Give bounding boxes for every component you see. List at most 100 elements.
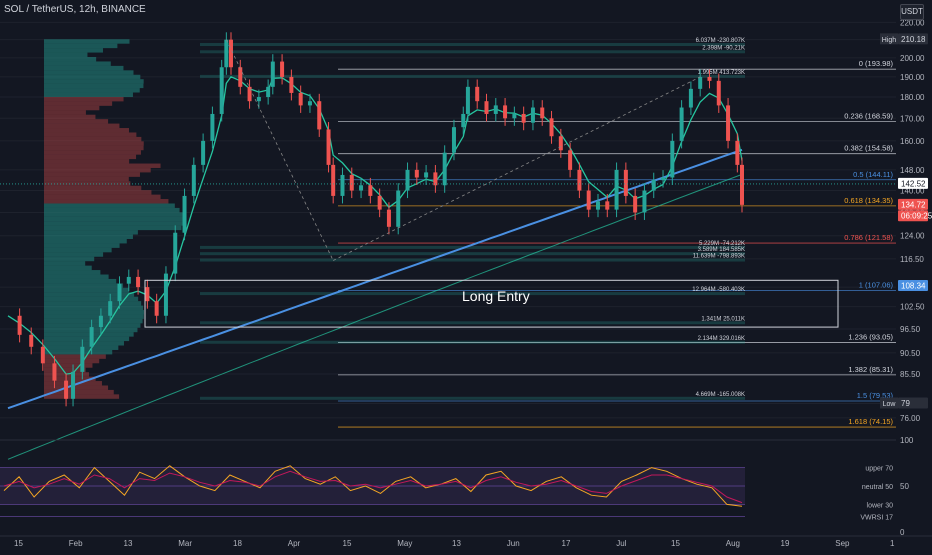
candle-body [633, 195, 638, 213]
volume-profile-bar [44, 389, 114, 395]
candle-body [326, 129, 331, 165]
moving-averages [7, 75, 743, 460]
candles [17, 32, 744, 407]
vp-level-label: 1.341M 25.011K [701, 316, 745, 322]
volume-profile-bar [44, 141, 144, 146]
fib-label: 0.236 (168.59) [844, 111, 893, 120]
vp-level-band [200, 321, 745, 325]
volume-profile-bar [44, 92, 133, 97]
volume-profile-bar [44, 274, 109, 279]
volume-profile-bar [44, 230, 138, 235]
sma-price-tag-bg [898, 279, 928, 291]
candle-body [210, 113, 215, 141]
vp-level-label: 4.669M -165.008K [696, 392, 745, 398]
volume-profile-bar [44, 318, 143, 324]
volume-profile-bar [44, 336, 130, 342]
vp-level-label: 3.589M 184.585K [698, 247, 745, 253]
price-tick-label: 160.00 [900, 137, 925, 146]
candle-body [465, 86, 470, 114]
volume-profile-bar [44, 194, 161, 200]
price-tags: High 210.18 142.52 134.72 06:09:25 108.34 Low 7… [880, 33, 932, 409]
candle-body [549, 118, 554, 137]
volume-profile-bar [44, 243, 120, 248]
price-tick-label: 124.00 [900, 232, 925, 241]
candle-body [558, 136, 563, 151]
vp-level-band [200, 74, 745, 78]
volume-profile-bar [44, 261, 86, 266]
rsi-tick-label: 100 [900, 436, 914, 445]
candle-body [163, 273, 168, 316]
candle-body [493, 105, 498, 114]
candle-body [377, 195, 382, 210]
volume-profile-bar [44, 212, 183, 217]
volume-profile-bar [44, 363, 93, 368]
sma-long-line [7, 173, 743, 460]
price-tick-label: 116.50 [900, 255, 924, 264]
vp-level-band [200, 258, 745, 262]
sma-200-line [7, 148, 743, 410]
fib-label: 0.5 (144.11) [853, 170, 893, 179]
last-price-tag: 142.52 [901, 179, 926, 188]
price-tick-label: 102.50 [900, 303, 925, 312]
price-tick-label: 90.50 [900, 349, 921, 358]
low-price-tag-label-bg [880, 397, 898, 409]
candle-body [698, 76, 703, 89]
candle-body [289, 76, 294, 93]
volume-profile-bar [44, 283, 124, 288]
time-tick-label: 19 [781, 539, 790, 548]
candle-body [651, 180, 656, 191]
low-price-tag: 79 [901, 399, 910, 408]
volume-profile-bar [44, 199, 169, 204]
price-tick-label: 76.00 [900, 414, 921, 423]
time-tick-label: Apr [288, 539, 301, 548]
candle-body [359, 185, 364, 191]
volume-profile-bar [44, 61, 111, 66]
volume-profile-bar [44, 305, 144, 311]
time-tick-label: 17 [562, 539, 571, 548]
candle-body [238, 67, 243, 87]
candle-body [80, 346, 85, 372]
volume-profile-bar [44, 221, 184, 226]
candle-body [442, 152, 447, 186]
volume-profile-bar [44, 238, 127, 244]
candle-body [586, 190, 591, 210]
candle-body [503, 105, 508, 119]
volume-profile-bar [44, 323, 141, 328]
ema-line [7, 75, 743, 375]
volume-profile-bar [44, 39, 130, 44]
candle-body [688, 88, 693, 108]
currency-button[interactable]: USDT [900, 4, 924, 20]
volume-profile-bar [44, 48, 103, 53]
candle-body [98, 315, 103, 328]
time-tick-label: Feb [69, 539, 83, 548]
volume-profile-bar [44, 79, 144, 84]
fib-label: 0.618 (134.35) [844, 196, 893, 205]
volume-profile-bar [44, 332, 134, 337]
high-price-tag-label: High [882, 37, 897, 44]
vp-level-label: 2.134M 329.016K [698, 336, 745, 342]
sma-price-tag: 108.34 [901, 281, 926, 290]
candle-body [126, 276, 131, 284]
time-tick-label: 13 [124, 539, 133, 548]
candle-body [614, 169, 619, 210]
time-tick-label: 15 [14, 539, 23, 548]
vp-level-label: 12.964M -580.403K [692, 287, 745, 293]
candle-body [266, 86, 271, 98]
candle-body [735, 140, 740, 165]
candle-body [568, 150, 573, 170]
rsi-pane: upper 70 neutral 50 lower 30 VWRSI 17 0 50 100 [0, 436, 914, 537]
candle-body [228, 39, 233, 68]
volume-profile-bar [44, 278, 117, 284]
fib-label: 1 (107.06) [859, 280, 894, 289]
price-tick-label: 220.00 [900, 18, 925, 27]
candle-body [108, 301, 113, 316]
candle-body [740, 164, 744, 205]
candle-body [595, 201, 600, 210]
volume-profile [44, 39, 184, 399]
high-price-tag: 210.18 [901, 35, 926, 44]
volume-profile-bar [44, 216, 184, 222]
candle-body [331, 164, 336, 196]
candle-body [540, 107, 545, 119]
